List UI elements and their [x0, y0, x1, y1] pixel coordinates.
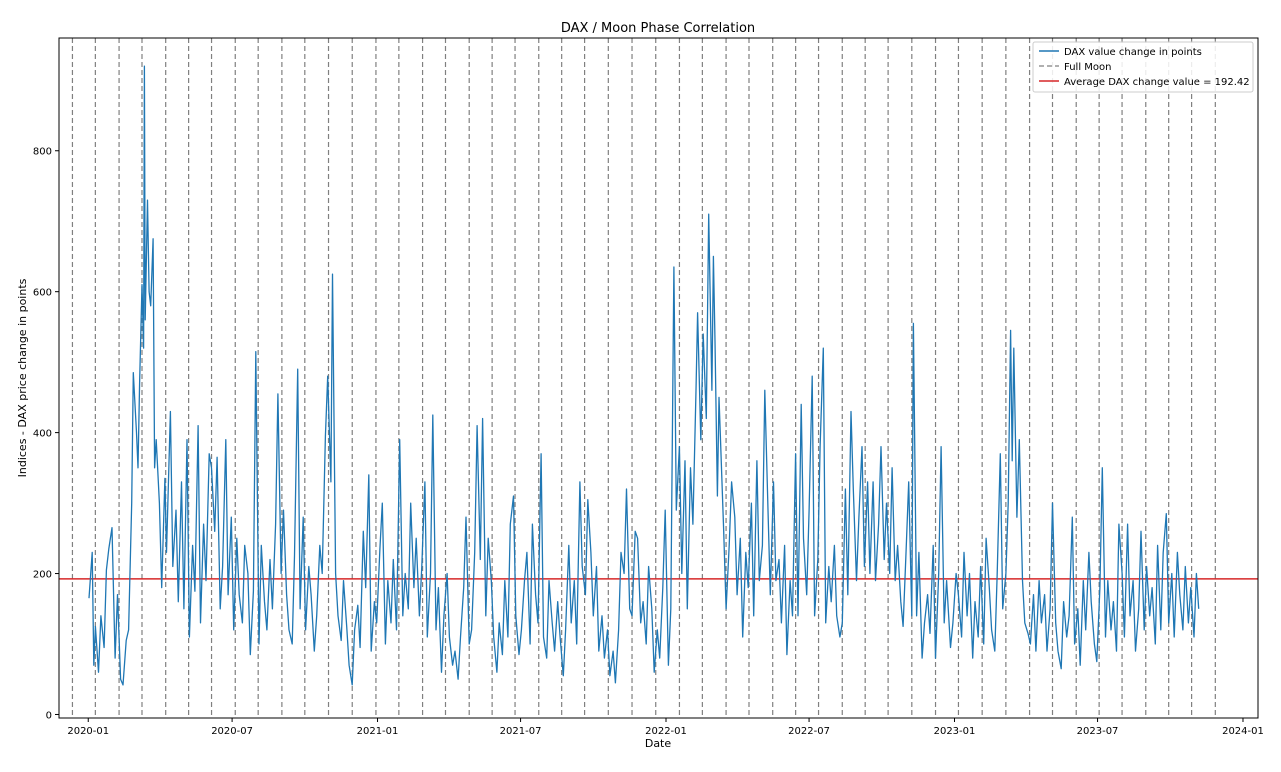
x-tick-label: 2023-01: [934, 726, 976, 737]
plot-area: [58, 37, 1259, 719]
x-tick-label: 2020-07: [211, 726, 253, 737]
y-tick-label: 0: [46, 710, 52, 721]
legend-box: [1032, 41, 1254, 93]
legend: DAX value change in points Full Moon Avera…: [1032, 41, 1254, 93]
y-tick-label: 200: [33, 570, 52, 581]
x-axis: 2020-01 2020-07 2021-01 2021-07 2022-01 2022-…: [67, 718, 1264, 737]
x-axis-label: Date: [645, 737, 672, 750]
y-axis: 0 200 400 600 800: [33, 147, 59, 721]
x-tick-label: 2022-07: [788, 726, 830, 737]
legend-label: Average DAX change value = 192.42: [1064, 77, 1250, 88]
x-tick-label: 2020-01: [67, 726, 109, 737]
x-tick-label: 2021-07: [500, 726, 542, 737]
series-line: [88, 65, 1200, 686]
x-tick-label: 2022-01: [645, 726, 687, 737]
chart-title: DAX / Moon Phase Correlation: [561, 21, 755, 36]
y-tick-label: 600: [33, 288, 52, 299]
legend-label: Full Moon: [1064, 62, 1111, 73]
y-tick-label: 400: [33, 429, 52, 440]
x-tick-label: 2024-01: [1222, 726, 1264, 737]
y-tick-label: 800: [33, 147, 52, 158]
x-tick-label: 2021-01: [357, 726, 399, 737]
x-tick-label: 2023-07: [1077, 726, 1119, 737]
legend-label: DAX value change in points: [1064, 47, 1202, 58]
y-axis-label: Indices - DAX price change in points: [16, 278, 29, 477]
